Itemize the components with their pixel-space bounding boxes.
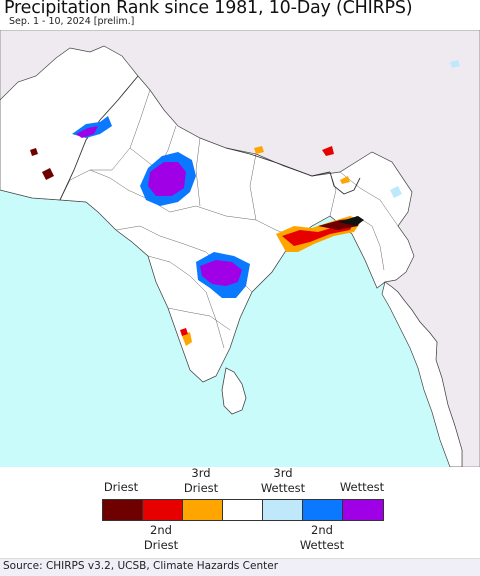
patch-3rd-wet-ne bbox=[390, 186, 402, 198]
map-area bbox=[0, 30, 480, 467]
patch-2nd-dry-north bbox=[322, 146, 334, 156]
swatch-2nd-wettest bbox=[303, 500, 343, 520]
swatch-2nd-driest bbox=[143, 500, 183, 520]
patch-wettest-central bbox=[148, 162, 186, 196]
swatch-3rd-wettest bbox=[263, 500, 303, 520]
legend-label-2nd-driest: 2nd Driest bbox=[143, 523, 179, 552]
swatch-3rd-driest bbox=[183, 500, 223, 520]
patch-2nd-dry-sw-coast bbox=[180, 328, 188, 336]
patch-driest-pakistan bbox=[42, 168, 54, 180]
map-subtitle: Sep. 1 - 10, 2024 [prelim.] bbox=[9, 16, 135, 27]
patch-wettest-nw bbox=[76, 126, 98, 138]
swatch-driest bbox=[103, 500, 143, 520]
legend-label-3rd-wettest: 3rd Wettest bbox=[260, 466, 306, 495]
legend-label-wettest: Wettest bbox=[339, 480, 385, 494]
legend-label-2nd-wettest: 2nd Wettest bbox=[299, 523, 345, 552]
legend-color-bar bbox=[102, 499, 384, 521]
swatch-normal bbox=[223, 500, 263, 520]
patch-dry-north bbox=[254, 146, 264, 154]
rank-patches bbox=[30, 60, 460, 346]
land-sri-lanka bbox=[221, 367, 247, 415]
swatch-wettest bbox=[343, 500, 383, 520]
patch-dry-sw-coast bbox=[182, 332, 192, 346]
legend: Driest 3rd Driest 3rd Wettest Wettest 2n… bbox=[0, 466, 480, 558]
header: Precipitation Rank since 1981, 10-Day (C… bbox=[0, 0, 480, 30]
patch-driest-sw bbox=[30, 148, 38, 156]
patch-3rd-wet-lake bbox=[450, 60, 460, 68]
patch-black-coast bbox=[338, 216, 364, 226]
map-title: Precipitation Rank since 1981, 10-Day (C… bbox=[4, 0, 413, 18]
patch-wettest-south bbox=[200, 260, 242, 286]
legend-label-driest: Driest bbox=[103, 480, 139, 494]
footer: Source: CHIRPS v3.2, UCSB, Climate Hazar… bbox=[0, 558, 480, 576]
source-credit: Source: CHIRPS v3.2, UCSB, Climate Hazar… bbox=[3, 560, 279, 572]
land-myanmar bbox=[381, 281, 463, 467]
patch-3rd-dry-ne bbox=[340, 176, 350, 184]
legend-label-3rd-driest: 3rd Driest bbox=[183, 466, 219, 495]
